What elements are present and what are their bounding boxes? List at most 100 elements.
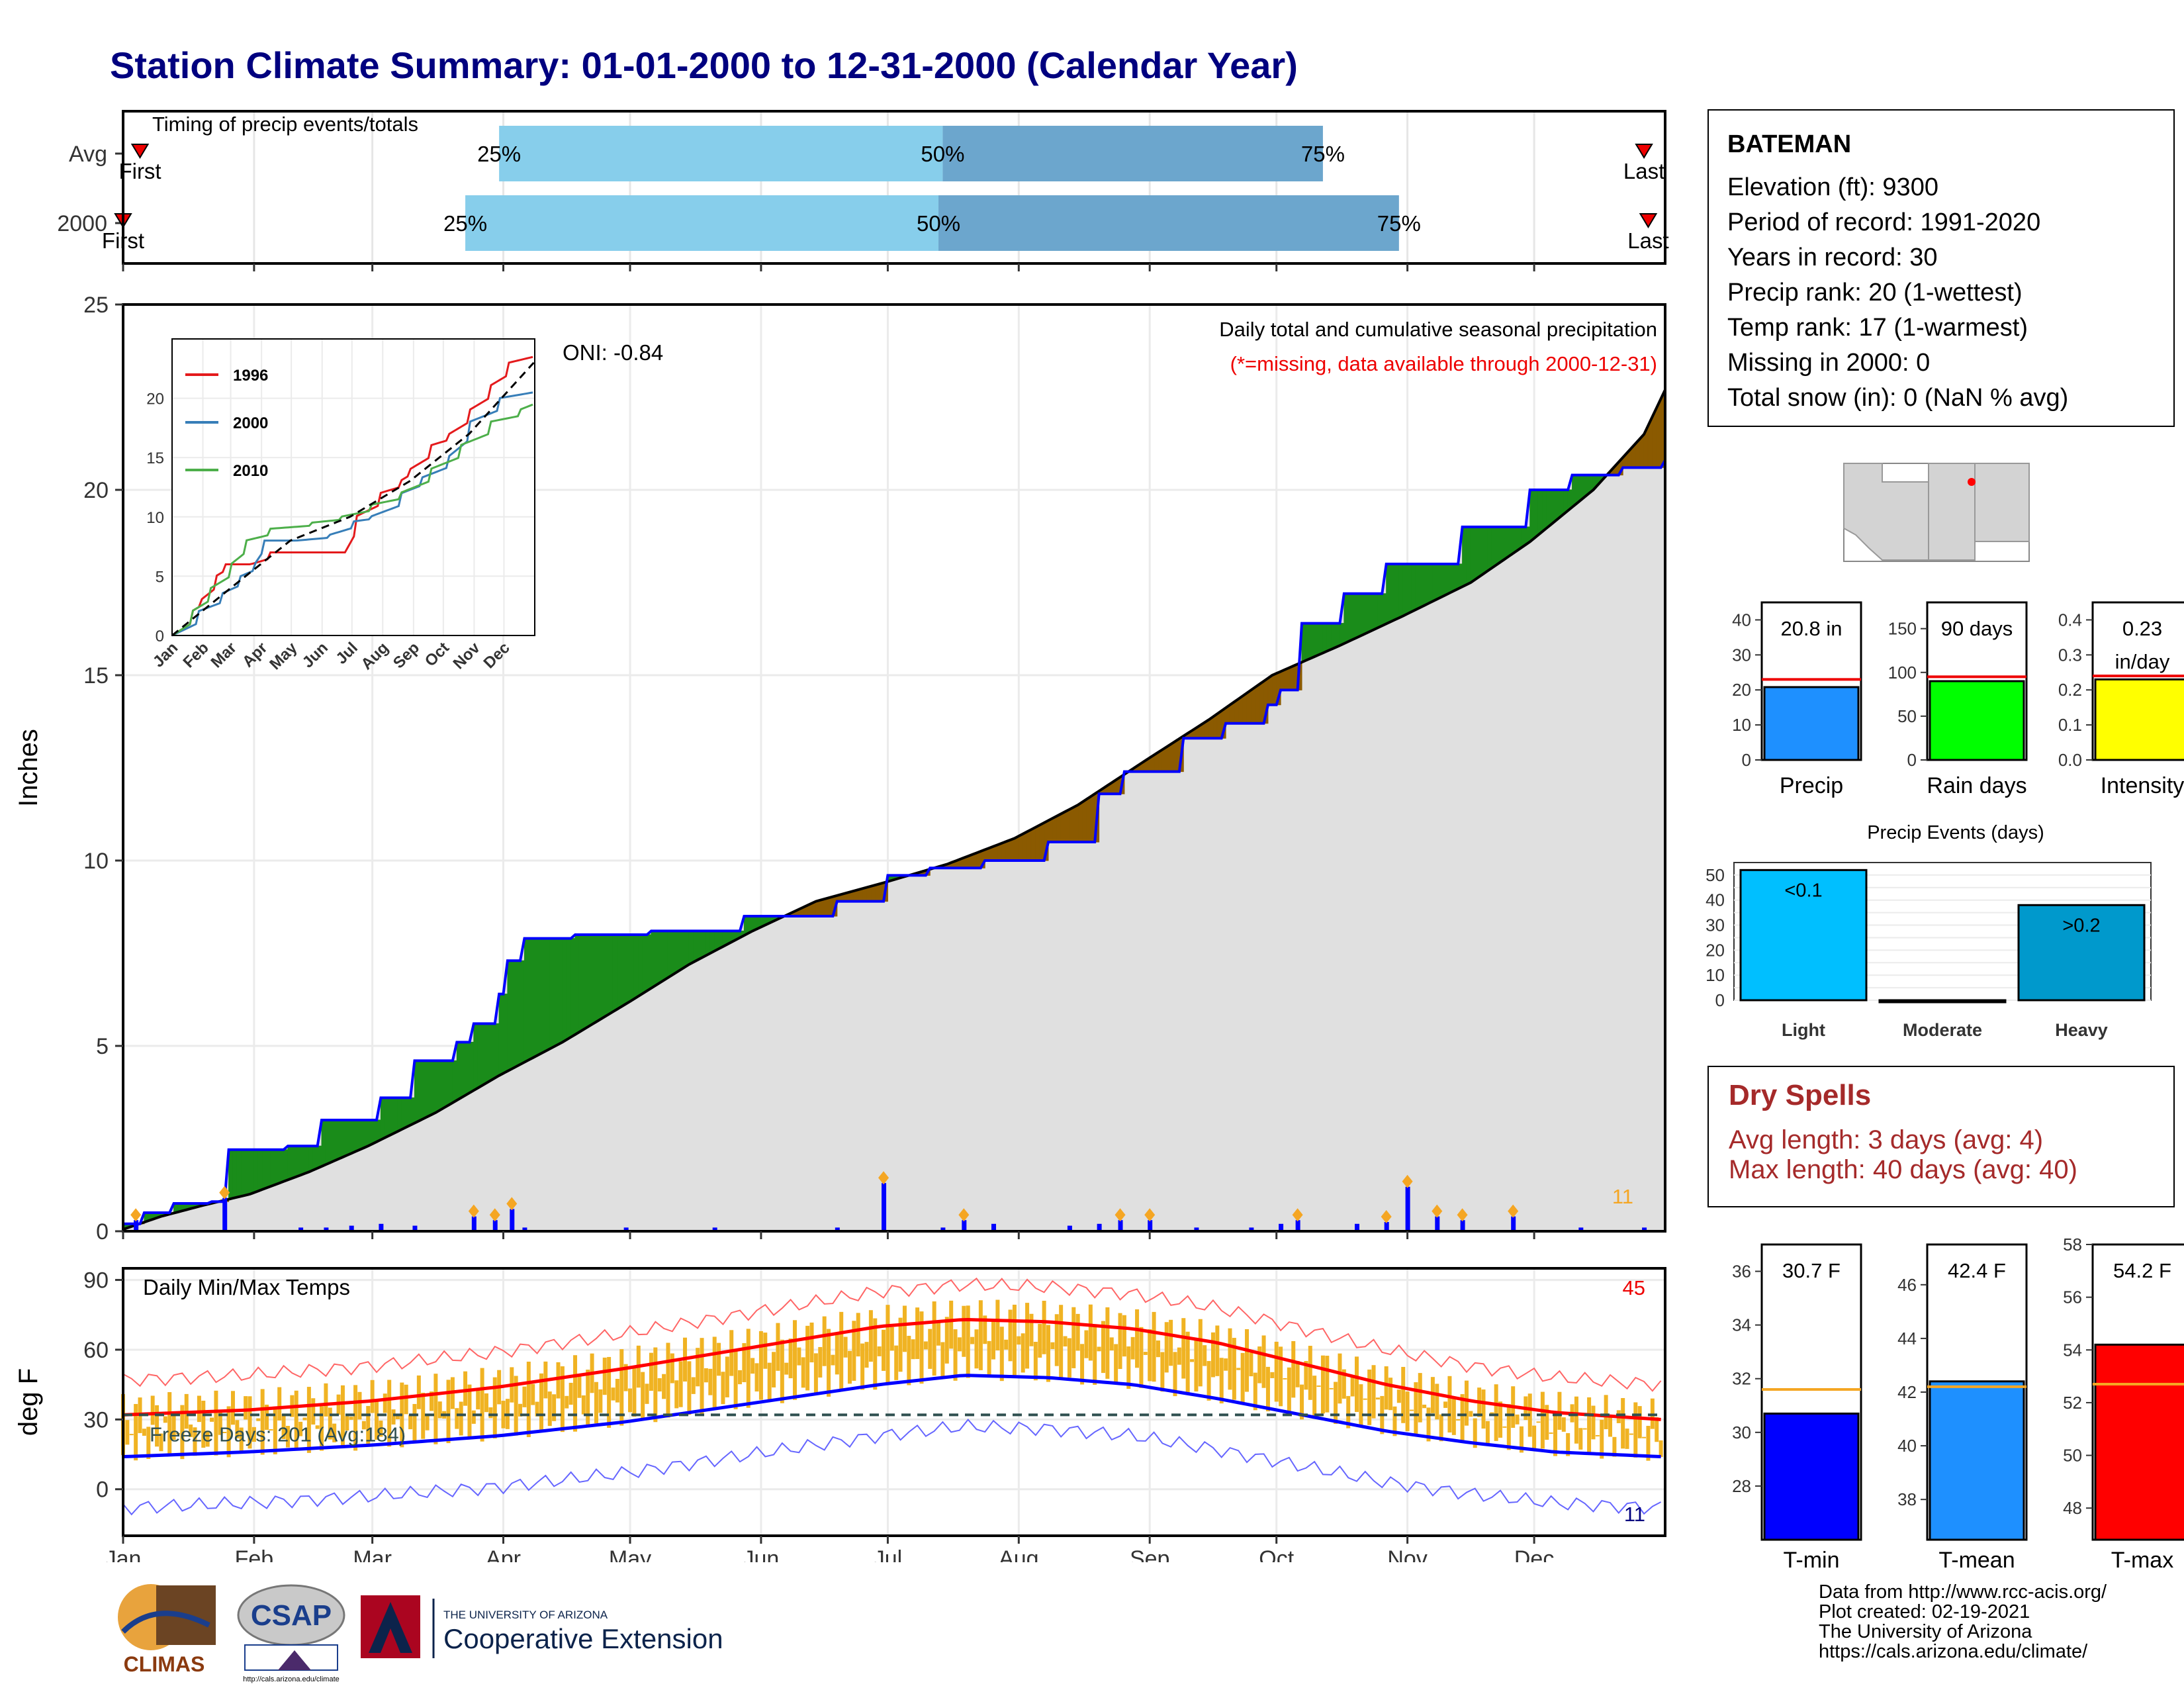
daily-temp-bar — [653, 1347, 658, 1423]
daily-temp-bar — [809, 1322, 814, 1363]
precip-deviation-fill — [647, 934, 652, 992]
temp-y-axis-label: deg F — [14, 1368, 43, 1436]
temp-x-tick-label: May — [609, 1546, 651, 1562]
station-years: Years in record: 30 — [1727, 244, 1938, 271]
daily-temp-bar — [357, 1391, 362, 1420]
psum-y-tick-label: 30 — [1732, 645, 1751, 665]
daily-temp-bar — [277, 1387, 282, 1421]
precip-deviation-fill — [870, 884, 876, 902]
daily-temp-bar — [1494, 1384, 1498, 1441]
daily-temp-bar — [1143, 1352, 1148, 1355]
daily-temp-bar — [619, 1349, 624, 1426]
daily-temp-bar — [142, 1429, 146, 1436]
precip-deviation-fill — [1305, 623, 1311, 661]
precip-deviation-fill — [456, 1041, 462, 1102]
daily-temp-bar — [602, 1357, 607, 1395]
precip-deviation-fill — [435, 1060, 441, 1113]
daily-temp-bar — [1506, 1404, 1511, 1450]
daily-temp-bar — [1578, 1428, 1583, 1450]
precip-deviation-fill — [317, 1145, 322, 1169]
daily-temp-bar — [1017, 1336, 1021, 1345]
precip-deviation-fill — [393, 1097, 398, 1135]
precip-deviation-fill — [283, 1149, 289, 1182]
heavy-precip-marker — [506, 1197, 518, 1211]
daily-temp-bar — [1054, 1314, 1059, 1366]
daily-temp-bar — [1152, 1311, 1156, 1382]
precip-deviation-fill — [401, 1097, 407, 1130]
events-category-label: Moderate — [1903, 1020, 1982, 1040]
daily-temp-bar — [433, 1374, 438, 1444]
precip-deviation-fill — [824, 897, 829, 917]
precip-y-tick-label: 25 — [83, 293, 109, 318]
daily-temp-bar — [1240, 1352, 1245, 1403]
precip-deviation-fill — [304, 1145, 310, 1174]
daily-temp-bar — [311, 1398, 316, 1425]
daily-temp-bar — [547, 1391, 552, 1427]
daily-temp-bar — [991, 1319, 996, 1360]
precip-deviation-fill — [592, 934, 597, 1025]
daily-temp-bar — [754, 1363, 759, 1392]
precip-deviation-fill — [473, 1023, 478, 1092]
precip-deviation-fill — [1504, 526, 1510, 560]
daily-temp-bar — [1561, 1417, 1566, 1432]
daily-temp-bar — [1038, 1323, 1042, 1358]
events-y-tick-label: 10 — [1706, 965, 1725, 985]
temp-frame — [122, 1267, 1666, 1537]
daily-temp-bar — [898, 1317, 903, 1372]
precip-deviation-fill — [1318, 623, 1324, 655]
daily-temp-bar — [193, 1427, 197, 1456]
daily-temp-bar — [1265, 1366, 1270, 1412]
precip-y-tick-label: 0 — [96, 1219, 109, 1244]
precip-deviation-fill — [1572, 475, 1577, 508]
daily-temp-bar — [1401, 1366, 1406, 1423]
precip-deviation-fill — [1377, 593, 1383, 629]
daily-temp-bar — [1595, 1434, 1600, 1436]
daily-temp-bar — [260, 1389, 265, 1455]
precip-deviation-fill — [431, 1060, 436, 1115]
precip-deviation-fill — [418, 1060, 424, 1122]
precip-deviation-fill — [642, 934, 648, 994]
daily-temp-bar — [1025, 1303, 1030, 1369]
tsum-y-tick-label: 32 — [1732, 1369, 1751, 1389]
precip-deviation-fill — [1310, 623, 1315, 659]
daily-temp-bar — [539, 1373, 543, 1432]
climas-swoosh — [121, 1611, 210, 1634]
daily-temp-bar — [1059, 1305, 1064, 1378]
daily-temp-bar — [1279, 1346, 1283, 1407]
timing-label-75: 75% — [1301, 142, 1345, 166]
daily-temp-bar — [801, 1357, 805, 1388]
daily-temp-bar — [518, 1403, 523, 1417]
precip-chart: Daily total and cumulative seasonal prec… — [14, 293, 1666, 1244]
temp-chart: Daily Min/Max Temps 45 Freeze Days: 201 (A… — [14, 1267, 1666, 1562]
precip-deviation-fill — [549, 938, 555, 1050]
precip-deviation-fill — [1546, 489, 1552, 529]
daily-temp-bar — [265, 1404, 269, 1430]
daily-temp-bar — [222, 1432, 227, 1434]
daily-temp-bar — [712, 1336, 717, 1409]
daily-temp-bar — [577, 1374, 582, 1398]
daily-temp-bar — [159, 1433, 163, 1452]
precip-deviation-fill — [270, 1149, 276, 1187]
timing-last-marker — [1635, 144, 1653, 159]
daily-temp-bar — [1659, 1440, 1663, 1458]
daily-temp-bar — [962, 1305, 966, 1357]
station-location-dot — [1968, 478, 1976, 486]
precip-deviation-fill — [1170, 741, 1176, 773]
precip-deviation-fill — [1259, 680, 1265, 724]
daily-temp-bar — [1012, 1304, 1017, 1378]
daily-temp-bar — [607, 1356, 612, 1428]
precip-deviation-fill — [334, 1119, 340, 1162]
precip-deviation-fill — [275, 1149, 280, 1186]
timing-bar-25-50 — [499, 126, 943, 181]
daily-temp-bar — [366, 1405, 371, 1447]
precip-deviation-fill — [1500, 526, 1505, 563]
daily-temp-bar — [201, 1400, 206, 1448]
daily-precip-bar — [1097, 1223, 1102, 1231]
timing-label-25: 25% — [443, 211, 487, 236]
temp-chart-title: Daily Min/Max Temps — [143, 1275, 350, 1299]
timing-first-marker — [130, 144, 150, 159]
precip-deviation-fill — [486, 1023, 491, 1084]
daily-temp-bar — [146, 1427, 151, 1459]
temp-x-tick-label: Oct — [1259, 1546, 1294, 1562]
precip-deviation-fill — [541, 938, 546, 1055]
